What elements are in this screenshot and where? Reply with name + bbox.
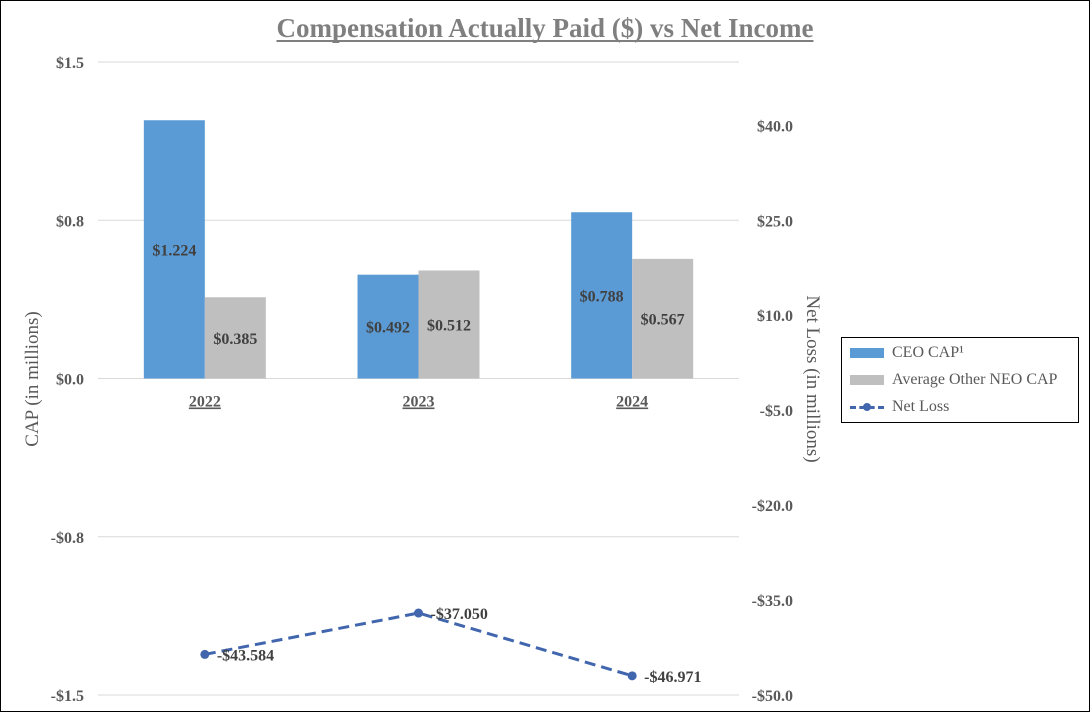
legend-item-ceo-cap: CEO CAP¹ [850, 342, 964, 364]
chart-title: Compensation Actually Paid ($) vs Net In… [277, 13, 814, 43]
bar-data-label: $0.567 [641, 312, 685, 329]
net-loss-marker [414, 608, 423, 618]
left-tick-label: $0.8 [56, 213, 84, 230]
bar-data-label: $0.512 [427, 317, 471, 334]
right-axis-title: Net Loss (in millions) [802, 295, 823, 462]
left-tick-label: -$1.5 [51, 688, 84, 705]
chart-legend: CEO CAP¹ Average Other NEO CAP Net Loss [841, 337, 1079, 423]
right-tick-label: -$20.0 [752, 498, 793, 515]
bar-data-label: $0.385 [213, 331, 257, 348]
bar-series [143, 120, 694, 379]
bar-data-label: $1.224 [152, 242, 196, 259]
right-tick-label: $10.0 [757, 308, 793, 325]
net-loss-marker [627, 671, 637, 681]
category-label: 2023 [403, 394, 435, 411]
net-loss-line [204, 611, 633, 678]
left-tick-label: -$0.8 [51, 530, 84, 547]
legend-swatch-net-loss [850, 402, 884, 412]
legend-label-neo-cap: Average Other NEO CAP [892, 371, 1058, 388]
left-tick-label: $0.0 [56, 372, 84, 389]
category-label: 2022 [189, 394, 221, 411]
net-loss-series [200, 608, 637, 681]
legend-label-ceo-cap: CEO CAP¹ [892, 344, 964, 361]
bar-neo-cap [632, 258, 694, 379]
legend-item-net-loss: Net Loss [850, 396, 949, 418]
net-loss-data-label: -$37.050 [431, 606, 488, 623]
right-tick-label: $40.0 [757, 118, 793, 135]
legend-item-neo-cap: Average Other NEO CAP [850, 369, 1057, 391]
left-tick-label: $1.5 [56, 55, 84, 72]
net-loss-data-label: -$46.971 [644, 669, 701, 686]
legend-swatch-ceo-cap [850, 348, 884, 358]
left-axis-title: CAP (in millions) [22, 311, 43, 446]
bar-neo-cap [204, 297, 266, 379]
chart-text: Compensation Actually Paid ($) vs Net In… [22, 13, 823, 705]
net-loss-marker [200, 649, 210, 659]
right-tick-label: $25.0 [757, 213, 793, 230]
net-loss-data-label: -$43.584 [217, 647, 274, 664]
bar-neo-cap [418, 270, 480, 379]
legend-swatch-neo-cap [850, 375, 884, 385]
legend-label-net-loss: Net Loss [892, 398, 950, 415]
bar-data-label: $0.788 [580, 288, 624, 305]
category-label: 2024 [616, 394, 648, 411]
bar-data-label: $0.492 [366, 320, 410, 337]
right-tick-label: -$5.0 [760, 403, 793, 420]
right-tick-label: -$50.0 [752, 688, 793, 705]
right-tick-label: -$35.0 [752, 593, 793, 610]
bar-ceo-cap [571, 212, 633, 379]
bar-ceo-cap [357, 274, 419, 379]
bar-ceo-cap [143, 120, 205, 379]
